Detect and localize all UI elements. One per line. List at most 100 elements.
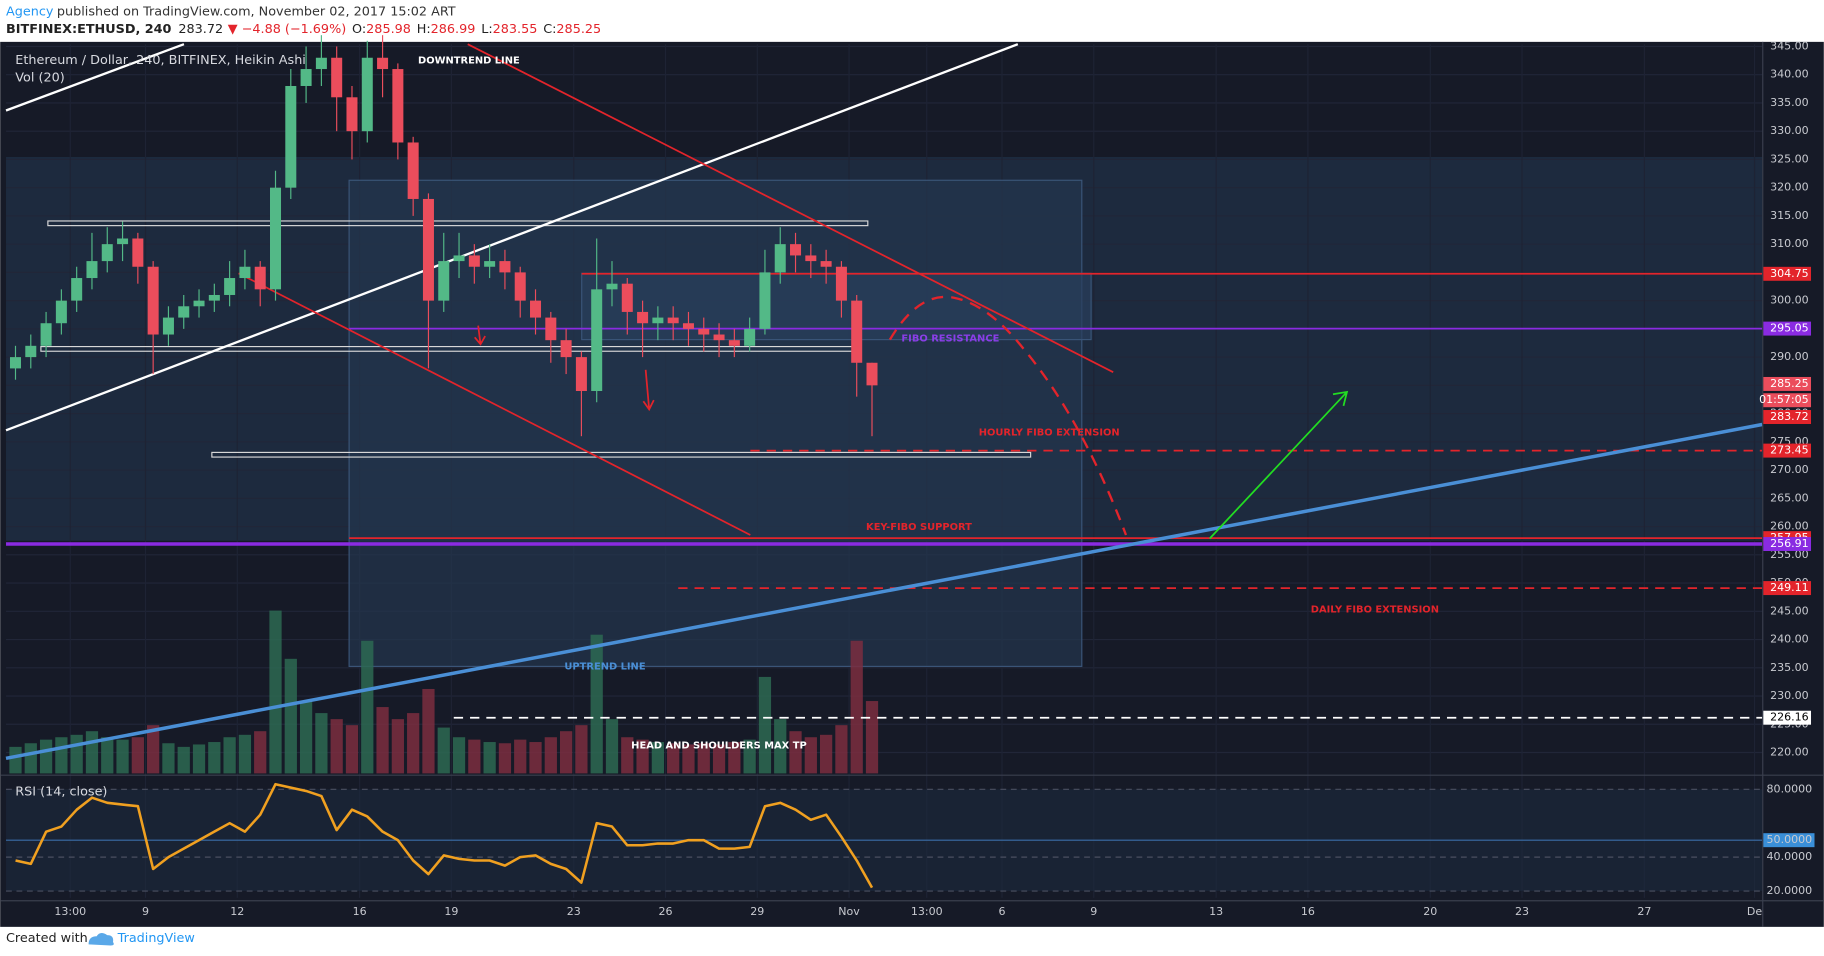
volume-bar [376,707,389,774]
uptrend-line [5,422,1763,761]
x-tick-label: 26 [659,905,673,918]
header-line: Agency published on TradingView.com, Nove… [6,4,456,19]
volume-bar [667,743,680,774]
candle-body [621,283,633,312]
candle-body [560,340,572,358]
candle-body [713,334,725,341]
volume-bar [345,725,359,774]
price-label: 295.05 [1770,322,1809,335]
volume-bar [559,731,573,774]
candle-body [101,244,113,262]
candle-body [132,238,144,267]
footer-background [0,926,1824,956]
volume-bar [131,737,144,774]
volume-bar [743,739,756,774]
logo [88,932,114,946]
x-tick-label: 6 [998,905,1005,918]
candle-body [315,57,327,70]
candle-body [422,198,434,301]
volume-bar [621,737,634,774]
x-tick-label: 16 [353,905,367,918]
candle-body [575,357,587,392]
annotation: HEAD AND SHOULDERS MAX TP [631,740,807,751]
y-tick-label: 315.00 [1770,209,1809,222]
volume-bar [391,719,404,774]
volume-bar [269,610,282,774]
price-label-box [1763,581,1812,596]
volume-bar [85,731,99,774]
volume-bar [452,737,466,774]
volume-bar [361,640,374,774]
candle-body [744,328,756,346]
legend-title: Ethereum / Dollar, 240, BITFINEX, Heikin… [15,53,306,68]
ohlc-value: 286.99 [431,22,476,37]
ohlc-label: O: [352,22,366,37]
candle-body [514,272,526,301]
ohlc-value: 283.55 [493,22,538,37]
ohlc-value: 285.98 [366,22,411,37]
price-label: 256.91 [1770,537,1809,550]
legend-rsi: RSI (14, close) [15,785,107,800]
candle-body [269,187,282,290]
last-price: 283.72 [178,22,223,37]
arrow [642,369,655,412]
x-tick-label: 12 [230,905,244,918]
volume-bar [728,742,741,774]
rsi-tick-label: 40.0000 [1767,850,1813,863]
y-tick-label: 340.00 [1770,68,1809,81]
volume-bar [284,658,297,774]
volume-bar [407,713,420,774]
footer-brand[interactable]: TradingView [117,931,195,946]
y-tick-label: 310.00 [1770,237,1809,250]
ohlc-label: H: [417,22,431,37]
annotation: DAILY FIBO EXTENSION [1311,604,1439,615]
volume-bar [330,719,343,774]
y-tick-label: 320.00 [1770,181,1809,194]
author[interactable]: Agency [6,4,54,19]
y-tick-label: 220.00 [1770,746,1809,759]
volume-bar [514,739,527,774]
volume-bar [850,640,863,774]
volume-bar [820,734,833,774]
x-tick-label: Nov [838,905,860,918]
volume-bar [774,719,787,774]
ohlc-value: 285.25 [556,22,601,37]
candle-body [147,266,159,335]
y-tick-label: 235.00 [1770,661,1809,674]
candle-body [178,306,190,318]
volume-bar [544,737,557,774]
price-label: 226.16 [1770,711,1809,724]
x-tick-label: 29 [750,905,764,918]
candle-body [805,255,817,262]
x-tick-label: 16 [1301,905,1315,918]
volume-bar [804,737,817,774]
candle-body [682,323,694,329]
candle-body [9,357,21,369]
ohlc-label: C: [543,22,556,37]
rsi-line [15,782,874,889]
candle-body [545,317,557,341]
candle-body [346,97,358,132]
candle-body [530,300,542,318]
arrow [474,325,486,346]
candle-body [254,266,266,290]
candle-body [637,311,649,324]
volume-bar [192,744,206,774]
candle-body [866,362,878,386]
candle-body [162,317,174,335]
candle-body [71,278,83,301]
candle-body [851,300,863,363]
volume-bar [147,725,160,774]
y-tick-label: 270.00 [1770,463,1809,476]
y-tick-label: 240.00 [1770,633,1809,646]
x-tick-label: 23 [567,905,581,918]
candle-body [652,317,664,324]
volume-bar [835,725,848,774]
annotation: HOURLY FIBO EXTENSION [979,428,1120,439]
candle-body [774,244,786,273]
downtrend-line [467,43,1114,373]
candle-body [453,255,465,262]
annotation: UPTREND LINE [564,661,645,672]
volume-bar [55,737,68,774]
volume-bar [223,737,236,774]
